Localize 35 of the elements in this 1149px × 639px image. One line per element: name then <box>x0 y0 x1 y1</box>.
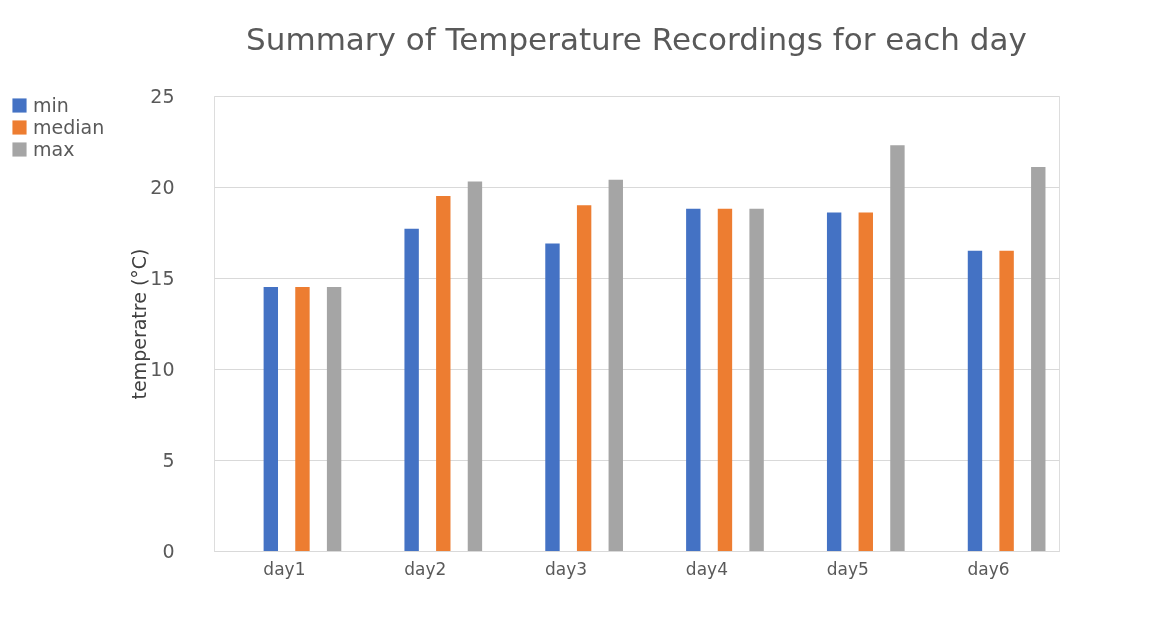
bar <box>608 179 623 551</box>
y-tick-label: 15 <box>150 266 175 289</box>
legend-label: min <box>33 93 69 116</box>
y-tick-label: 25 <box>150 84 175 107</box>
y-axis-title: temperatre (°C) <box>128 248 151 400</box>
x-tick-label: day1 <box>263 558 306 579</box>
bar <box>467 181 483 551</box>
bar <box>858 212 873 551</box>
bar <box>326 287 342 551</box>
chart-title: Summary of Temperature Recordings for each day <box>246 21 1027 57</box>
bar <box>295 287 310 551</box>
bar <box>999 250 1014 551</box>
bar <box>1031 166 1046 551</box>
bar <box>749 208 764 551</box>
bar <box>826 212 842 551</box>
legend-label: median <box>33 115 105 138</box>
x-tick-label: day5 <box>826 558 869 579</box>
bar <box>545 243 560 551</box>
bar <box>686 208 701 551</box>
y-tick-label: 5 <box>162 448 175 471</box>
x-tick-label: day4 <box>685 558 728 579</box>
bar <box>890 145 905 551</box>
x-tick-label: day3 <box>545 558 588 579</box>
y-tick-label: 20 <box>150 175 175 198</box>
x-tick-label: day6 <box>967 558 1010 579</box>
bar <box>263 287 279 551</box>
x-tick-label: day2 <box>404 558 447 579</box>
bar <box>436 196 451 551</box>
bar <box>404 228 419 551</box>
y-tick-label: 10 <box>150 357 175 380</box>
bar <box>717 208 733 551</box>
legend-label: max <box>33 137 75 160</box>
bar <box>967 250 983 551</box>
bar <box>576 205 592 551</box>
y-tick-label: 0 <box>162 539 175 562</box>
